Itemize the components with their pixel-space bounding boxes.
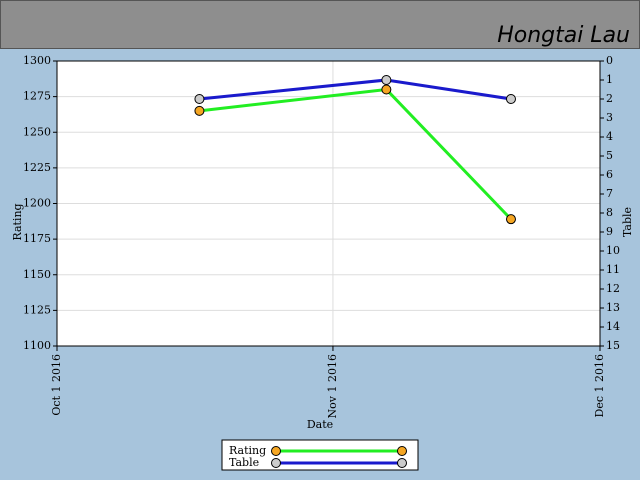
y2-tick-label: 7 bbox=[606, 187, 613, 200]
y2-tick-label: 6 bbox=[606, 168, 613, 181]
y-tick-label: 1125 bbox=[23, 303, 51, 316]
legend-marker bbox=[397, 458, 407, 468]
y2-tick-label: 3 bbox=[606, 111, 613, 124]
y2-tick-label: 10 bbox=[606, 244, 620, 257]
legend-marker bbox=[271, 446, 281, 456]
y-tick-label: 1250 bbox=[23, 125, 51, 138]
y-tick-label: 1200 bbox=[23, 197, 51, 210]
legend-box bbox=[221, 439, 419, 471]
y-tick-label: 1175 bbox=[23, 232, 51, 245]
data-point bbox=[381, 75, 392, 85]
y2-tick-label: 8 bbox=[606, 206, 613, 219]
y2-tick-label: 1 bbox=[606, 73, 613, 86]
y2-tick-label: 15 bbox=[606, 339, 620, 352]
y2-tick-label: 5 bbox=[606, 149, 613, 162]
y2-tick-label: 9 bbox=[606, 225, 613, 238]
y-tick-label: 1225 bbox=[23, 161, 51, 174]
data-point bbox=[505, 214, 516, 225]
legend-label: Table bbox=[229, 456, 259, 469]
legend-marker bbox=[397, 446, 407, 456]
y-tick-label: 1275 bbox=[23, 90, 51, 103]
y2-axis-label: Table bbox=[621, 207, 634, 237]
plot-area bbox=[56, 60, 601, 347]
y-axis-label: Rating bbox=[11, 203, 24, 240]
legend-marker bbox=[271, 458, 281, 468]
data-point bbox=[194, 94, 205, 104]
y-tick-label: 1100 bbox=[23, 339, 51, 352]
y2-tick-label: 14 bbox=[606, 320, 620, 333]
y-tick-label: 1150 bbox=[23, 268, 51, 281]
y2-tick-label: 4 bbox=[606, 130, 613, 143]
y2-tick-label: 0 bbox=[606, 54, 613, 67]
x-tick-label: Dec 1 2016 bbox=[593, 354, 606, 417]
data-point bbox=[381, 84, 392, 95]
y2-tick-label: 12 bbox=[606, 282, 620, 295]
y2-tick-label: 11 bbox=[606, 263, 620, 276]
x-axis-label: Date bbox=[307, 418, 333, 431]
header-title: Hongtai Lau bbox=[497, 23, 630, 48]
legend-label: Rating bbox=[229, 444, 266, 457]
y2-tick-label: 2 bbox=[606, 92, 613, 105]
header-band bbox=[0, 0, 640, 49]
y-tick-label: 1300 bbox=[23, 54, 51, 67]
data-point bbox=[505, 94, 516, 104]
x-tick-label: Oct 1 2016 bbox=[50, 354, 63, 416]
y2-tick-label: 13 bbox=[606, 301, 620, 314]
data-point bbox=[194, 105, 205, 116]
x-tick-label: Nov 1 2016 bbox=[326, 354, 339, 418]
